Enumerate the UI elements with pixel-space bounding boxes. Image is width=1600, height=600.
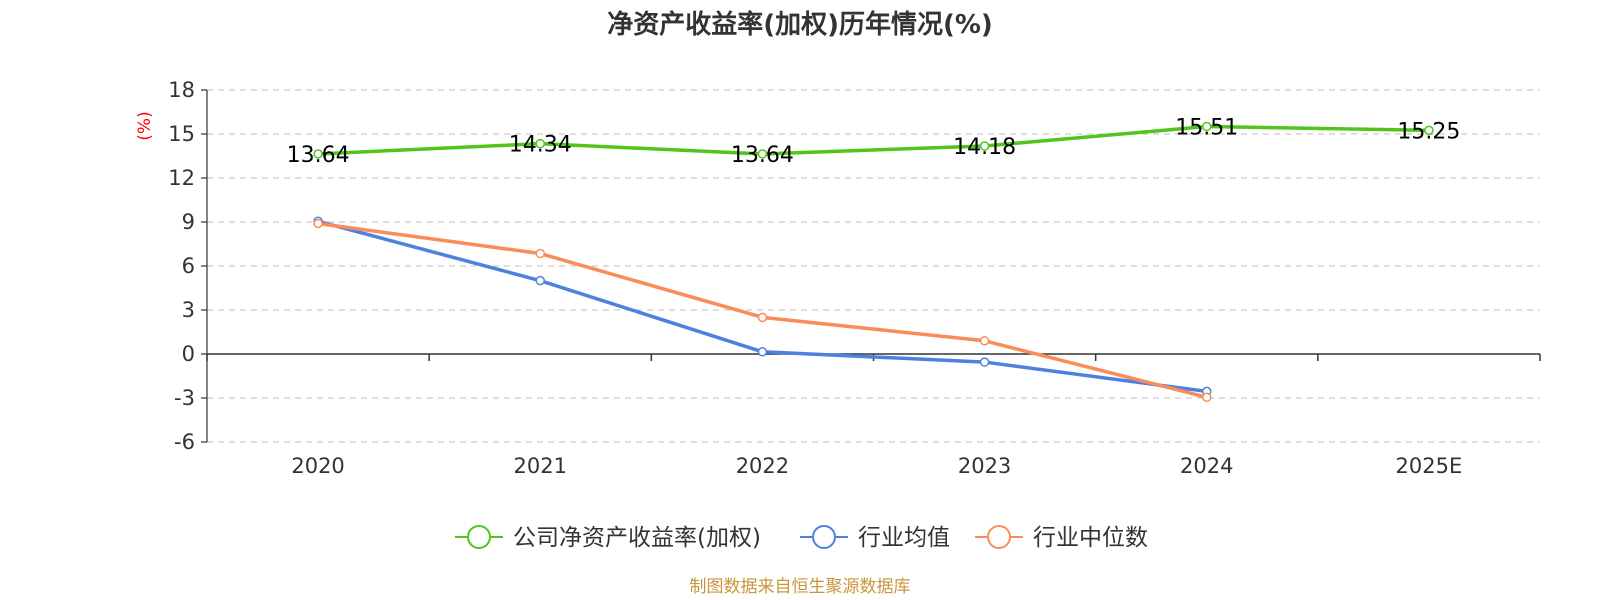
legend-item-2[interactable]: 行业中位数 (975, 525, 1148, 551)
data-label: 13.64 (731, 143, 794, 168)
data-label: 15.25 (1397, 119, 1460, 144)
y-tick-label: 9 (182, 210, 195, 234)
y-tick-label: -6 (174, 430, 195, 454)
data-point[interactable] (313, 218, 323, 229)
data-label: 13.64 (287, 143, 350, 168)
data-point[interactable] (535, 138, 545, 149)
legend-label: 行业中位数 (1033, 525, 1148, 551)
legend-label: 公司净资产收益率(加权) (513, 525, 761, 551)
legend-marker-icon (987, 525, 1011, 549)
series-line-0 (318, 124, 1429, 156)
data-point[interactable] (1424, 125, 1434, 136)
legend-item-1[interactable]: 行业均值 (800, 525, 950, 551)
grid-lines (207, 89, 1540, 443)
series-line-1 (317, 219, 1207, 394)
y-tick-label: 6 (182, 254, 195, 278)
y-axis-label: (%) (135, 111, 155, 140)
y-tick-label: 0 (182, 342, 195, 366)
data-point[interactable] (1202, 392, 1212, 403)
x-tick-label: 2025E (1396, 454, 1463, 478)
y-tick-label: 18 (168, 78, 195, 102)
axes (201, 89, 1541, 443)
data-point[interactable] (757, 312, 768, 323)
legend[interactable]: 公司净资产收益率(加权) 行业均值 行业中位数 (455, 525, 1148, 551)
data-labels: 13.64 14.34 13.64 14.18 15.51 15.25 (287, 116, 1461, 168)
series-group (313, 121, 1434, 403)
data-point[interactable] (979, 141, 990, 151)
data-point[interactable] (757, 149, 768, 159)
tick-labels: 18 15 12 9 6 3 0 -3 -6 2020 2021 2022 2023 2024 2025E (168, 78, 1462, 478)
data-point[interactable] (979, 357, 990, 367)
y-tick-label: 12 (168, 166, 195, 190)
data-label: 15.51 (1175, 116, 1238, 141)
y-tick-label: -3 (174, 386, 195, 410)
data-point[interactable] (535, 248, 545, 259)
legend-marker-icon (812, 525, 836, 549)
x-tick-label: 2024 (1180, 454, 1233, 478)
y-tick-label: 3 (182, 298, 195, 322)
x-tick-label: 2020 (291, 454, 344, 478)
y-tick-label: 15 (168, 122, 195, 146)
data-label: 14.18 (953, 135, 1016, 160)
source-note: 制图数据来自恒生聚源数据库 (690, 577, 911, 597)
data-point[interactable] (535, 275, 545, 286)
data-label: 14.34 (509, 133, 572, 158)
legend-label: 行业均值 (858, 525, 950, 551)
x-tick-label: 2023 (958, 454, 1011, 478)
data-point[interactable] (979, 336, 990, 346)
x-tick-label: 2022 (736, 454, 789, 478)
chart-title: 净资产收益率(加权)历年情况(%) (607, 9, 993, 40)
data-point[interactable] (757, 347, 768, 357)
data-point[interactable] (313, 149, 323, 159)
legend-marker-icon (467, 525, 491, 549)
x-tick-label: 2021 (514, 454, 567, 478)
legend-item-0[interactable]: 公司净资产收益率(加权) (455, 525, 761, 551)
data-point[interactable] (1202, 121, 1212, 132)
